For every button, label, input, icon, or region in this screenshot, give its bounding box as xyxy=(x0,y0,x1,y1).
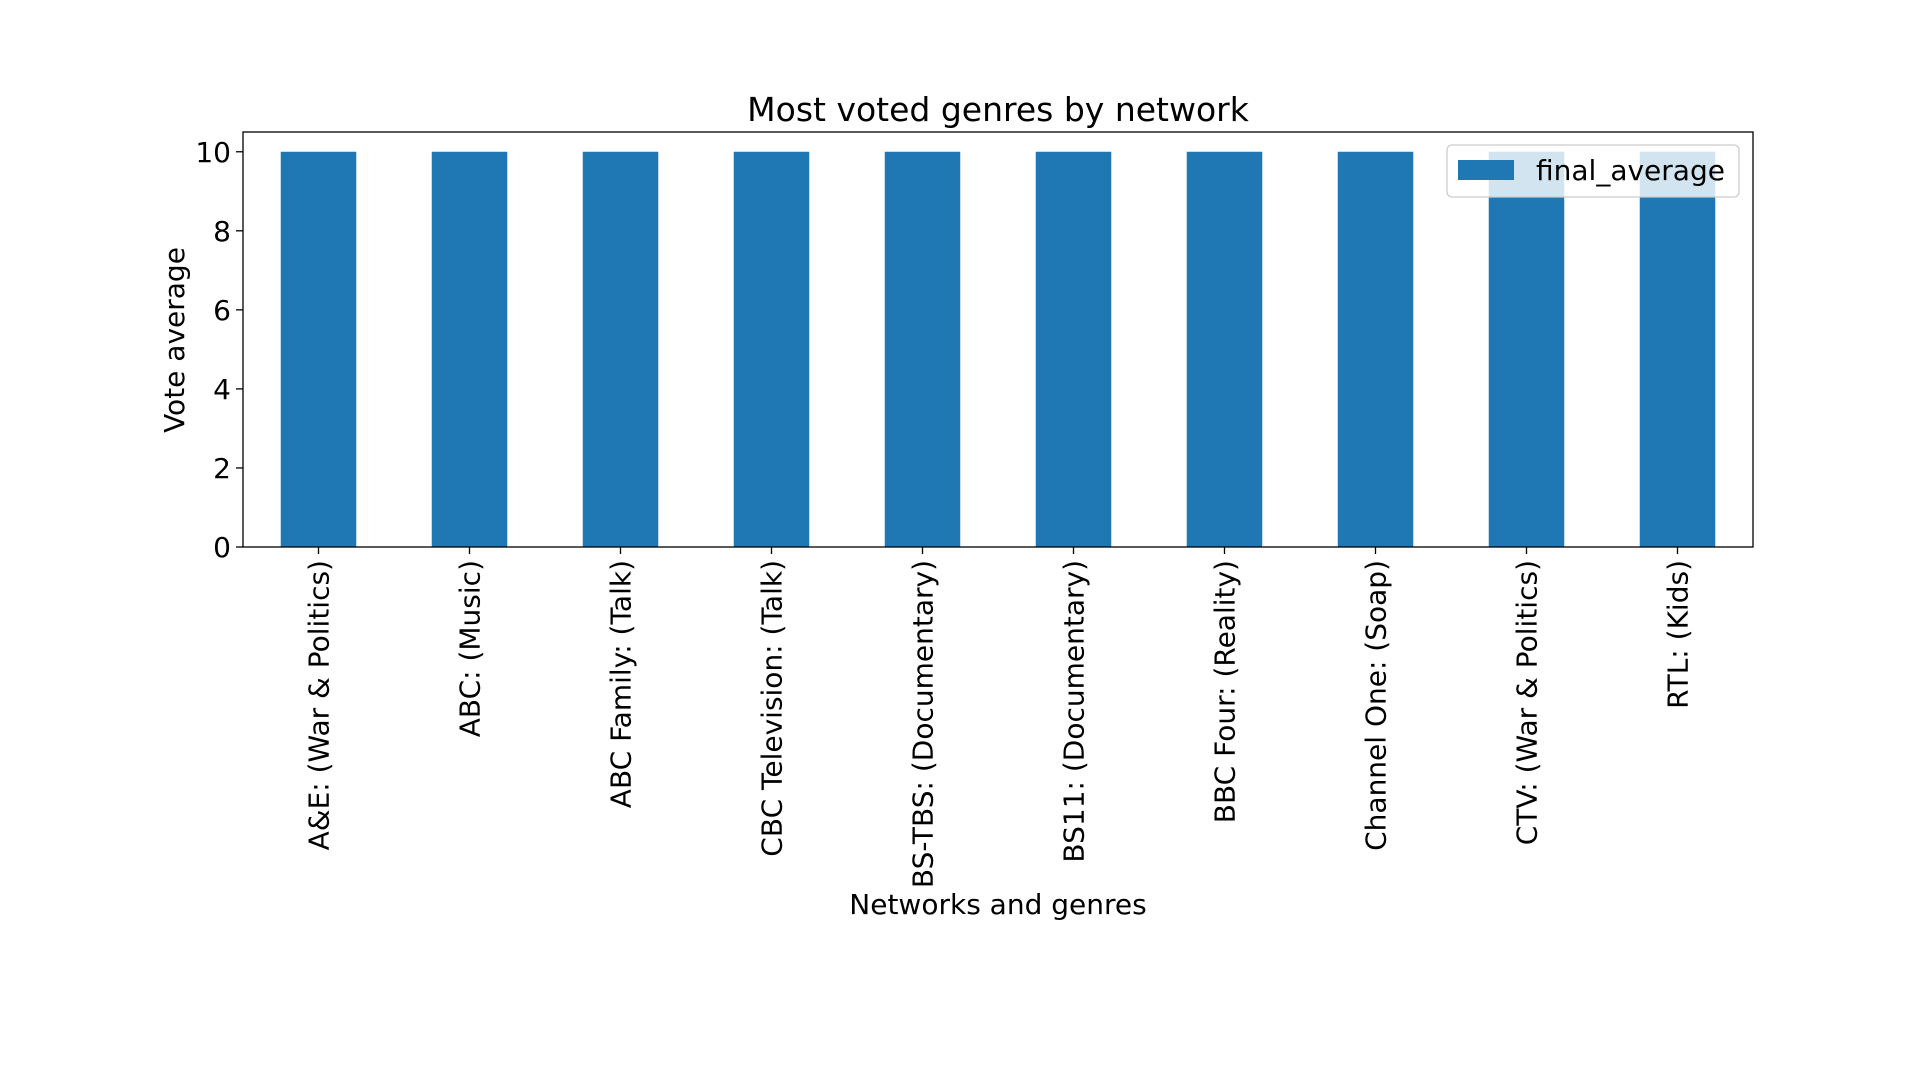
x-tick-label: BBC Four: (Reality) xyxy=(1209,560,1242,823)
x-axis-label: Networks and genres xyxy=(849,888,1146,921)
y-tick-label: 2 xyxy=(213,452,231,485)
bar xyxy=(1337,151,1414,547)
bar xyxy=(1186,151,1263,547)
legend-box xyxy=(1446,144,1740,198)
y-tick-label: 0 xyxy=(213,531,231,564)
bars-layer xyxy=(280,151,1716,547)
y-tick-label: 10 xyxy=(195,136,231,169)
plot-frame xyxy=(242,131,1754,548)
legend: final_average xyxy=(1446,144,1740,198)
legend-label: final_average xyxy=(1536,154,1725,187)
bar xyxy=(884,151,961,547)
y-tick-label: 6 xyxy=(213,294,231,327)
x-tick-label: ABC: (Music) xyxy=(454,560,487,737)
y-axis-label: Vote average xyxy=(158,247,191,433)
y-tick-label: 4 xyxy=(213,373,231,406)
x-tick-label: RTL: (Kids) xyxy=(1662,560,1695,709)
y-axis: 0 2 4 6 8 10 xyxy=(195,136,243,564)
x-tick-label: CBC Television: (Talk) xyxy=(756,560,789,857)
bar xyxy=(280,151,357,547)
x-tick-label: ABC Family: (Talk) xyxy=(605,560,638,808)
x-axis: A&E: (War & Politics) ABC: (Music) ABC Fam… xyxy=(303,547,1695,888)
x-tick-label: Channel One: (Soap) xyxy=(1360,560,1393,851)
legend-swatch xyxy=(1458,160,1514,180)
bar xyxy=(1639,151,1716,547)
x-tick-label: BS-TBS: (Documentary) xyxy=(907,560,940,888)
bar xyxy=(582,151,659,547)
x-tick-label: BS11: (Documentary) xyxy=(1058,560,1091,863)
bar xyxy=(1488,151,1565,547)
bar xyxy=(1035,151,1112,547)
y-tick-label: 8 xyxy=(213,215,231,248)
bar xyxy=(733,151,810,547)
chart-title: Most voted genres by network xyxy=(747,90,1250,129)
bar xyxy=(431,151,508,547)
x-tick-label: CTV: (War & Politics) xyxy=(1511,560,1544,845)
x-tick-label: A&E: (War & Politics) xyxy=(303,560,336,850)
